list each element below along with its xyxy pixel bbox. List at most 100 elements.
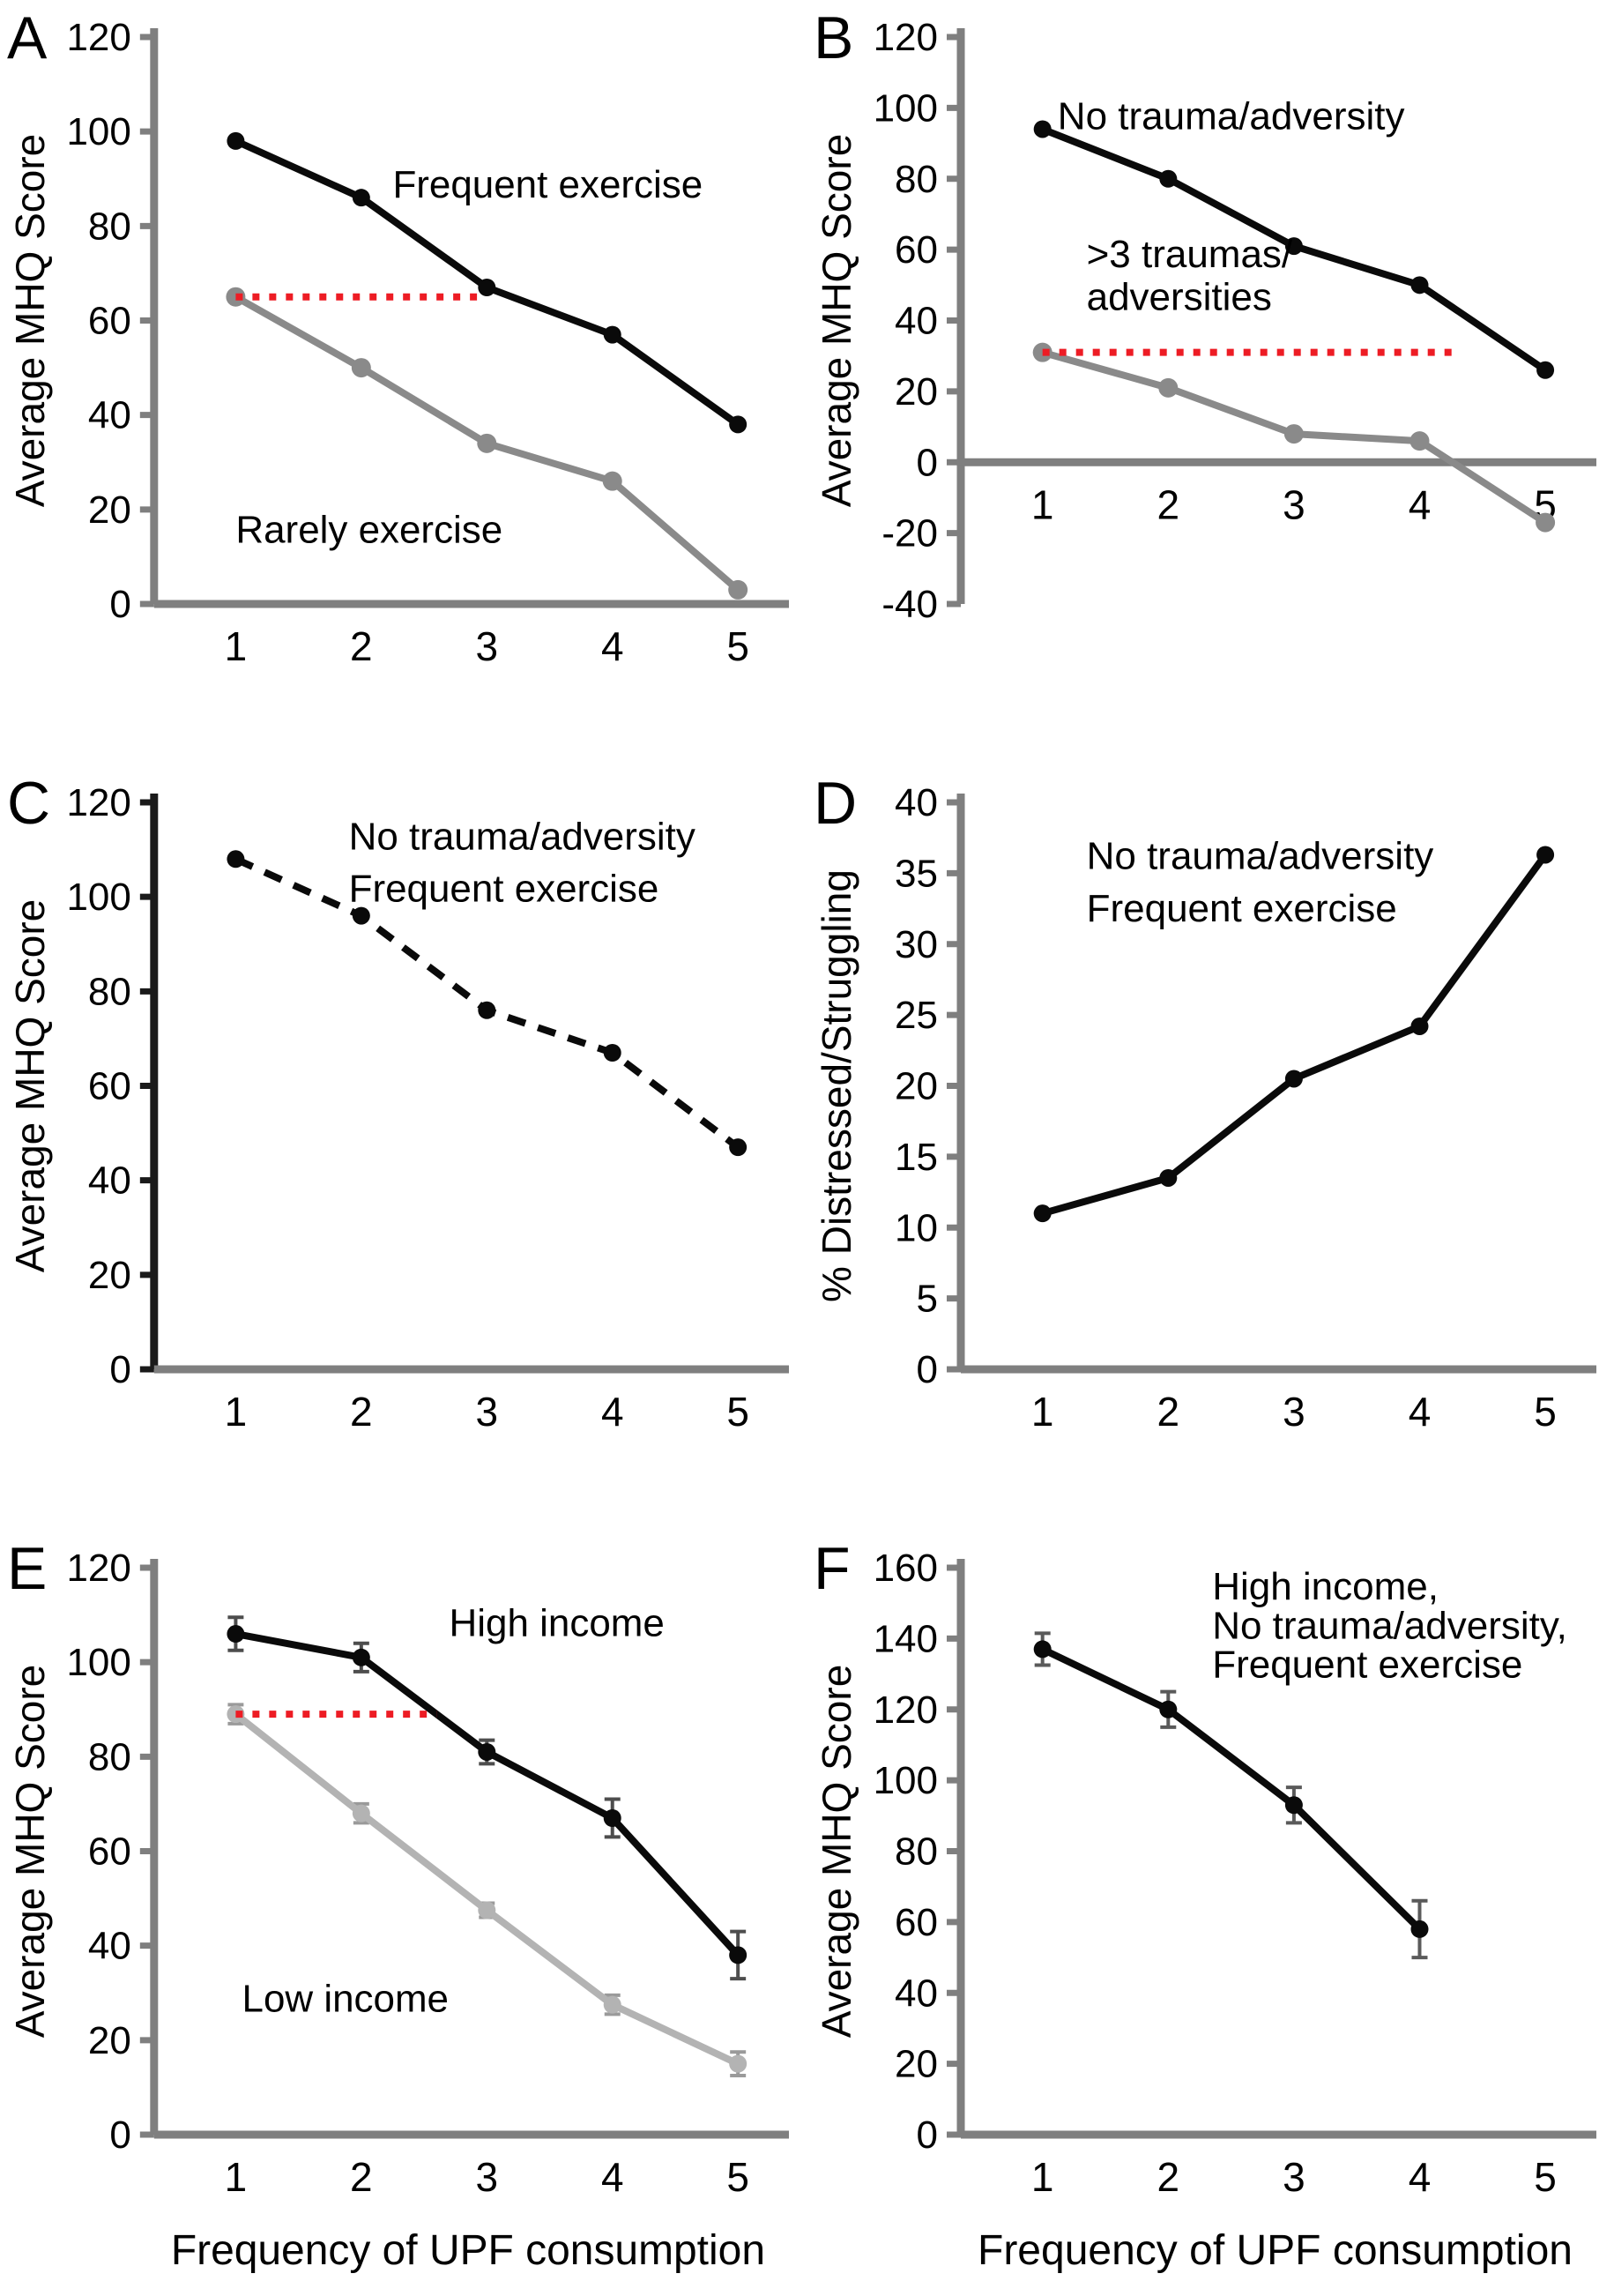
x-tick-label: 4 — [601, 2154, 624, 2200]
y-tick-label: 60 — [895, 228, 938, 272]
y-tick-label: 0 — [917, 2113, 938, 2157]
y-tick-label: 120 — [67, 16, 131, 59]
y-tick-label: 60 — [88, 1830, 131, 1873]
chart-e: E Average MHQ Score 0 20 40 60 80 100 120 1 2 3 4 5 Fr… — [7, 1535, 790, 2274]
x-tick-label: 4 — [1409, 1389, 1432, 1435]
x-axis-title: Frequency of UPF consumption — [978, 2227, 1573, 2274]
y-tick-label: 160 — [874, 1547, 938, 1590]
series-frequent-exercise — [227, 131, 747, 434]
y-tick-label: 10 — [895, 1206, 938, 1249]
data-point-marker — [1033, 1204, 1052, 1223]
y-tick-label: 0 — [917, 441, 938, 484]
x-tick-label: 5 — [726, 623, 749, 669]
x-tick-label: 3 — [1283, 481, 1305, 527]
panel-d: D% Distressed/Struggling 0 5 10 15 20 25 30 35 40… — [807, 765, 1614, 1531]
x-tick-label: 2 — [1157, 2154, 1179, 2200]
data-point-marker — [729, 1946, 747, 1964]
series-annotation-label: No trauma/adversity — [1058, 94, 1405, 138]
panel-letter: F — [814, 1535, 851, 1602]
data-point-marker — [729, 415, 747, 434]
series-line — [1040, 1645, 1423, 1932]
data-point-marker — [602, 471, 622, 491]
series-high-income — [227, 1615, 747, 1981]
y-tick-label: 80 — [88, 205, 131, 248]
data-point-marker — [1032, 342, 1052, 362]
series-annotation-label: High income, — [1212, 1565, 1439, 1608]
chart-f: F Average MHQ Score 0 20 40 60 80 100 120 140 160 1… — [814, 1535, 1596, 2274]
data-point-marker — [729, 2054, 747, 2073]
y-tick-label: 120 — [67, 781, 131, 824]
chart-c: C Average MHQ Score 0 20 40 60 80 100 120 1 2 3 4 5 No… — [7, 770, 790, 1435]
data-point-marker — [1284, 1070, 1303, 1088]
y-tick-label: 40 — [895, 1972, 938, 2015]
y-tick-label: -40 — [881, 583, 938, 626]
data-point-marker — [351, 358, 371, 378]
data-point-marker — [1283, 424, 1304, 444]
x-tick-label: 2 — [350, 1389, 373, 1435]
x-tick-label: 2 — [1157, 1389, 1179, 1435]
data-point-marker — [352, 189, 370, 207]
y-axis-title: Average MHQ Score — [7, 134, 53, 507]
y-axis-title: Average MHQ Score — [7, 899, 53, 1272]
data-point-marker — [603, 1995, 621, 2014]
y-tick-label: 20 — [88, 488, 131, 532]
data-point-marker — [477, 433, 497, 453]
data-point-marker — [1536, 512, 1556, 533]
y-tick-label: 20 — [895, 1065, 938, 1108]
y-tick-label: 20 — [895, 2043, 938, 2086]
x-tick-label: 1 — [225, 2154, 248, 2200]
y-tick-label: 60 — [88, 1064, 131, 1107]
y-tick-label: 100 — [67, 110, 131, 153]
panel-letter: B — [814, 4, 853, 71]
y-tick-label: 120 — [874, 1688, 938, 1732]
data-point-marker — [603, 1808, 621, 1827]
y-tick-label: 100 — [67, 1641, 131, 1684]
y-tick-label: 120 — [874, 16, 938, 59]
data-point-marker — [478, 1901, 496, 1920]
y-tick-label: 100 — [874, 86, 938, 130]
series-annotation-label: Frequent exercise — [1087, 887, 1397, 930]
x-tick-label: 4 — [1409, 481, 1432, 527]
data-point-marker — [1536, 361, 1555, 379]
x-tick-label: 2 — [350, 623, 373, 669]
data-point-marker — [603, 1043, 621, 1062]
panel-letter: E — [7, 1535, 47, 1602]
y-tick-label: 40 — [88, 1159, 131, 1203]
data-point-marker — [603, 325, 621, 344]
y-axis-title: Average MHQ Score — [814, 1665, 859, 2039]
x-tick-label: 3 — [476, 623, 499, 669]
y-axis-title: Average MHQ Score — [7, 1665, 53, 2038]
y-tick-label: 40 — [88, 394, 131, 437]
y-tick-label: 0 — [917, 1348, 938, 1391]
series-no-trauma-adversity — [1033, 120, 1555, 379]
y-tick-label: 0 — [109, 2113, 130, 2157]
series-annotation-label: Rarely exercise — [235, 508, 502, 551]
data-point-marker — [1410, 1017, 1429, 1035]
data-point-marker — [728, 579, 748, 600]
chart-a: A Average MHQ Score 0 20 40 60 80 100 120 1 2 3 4 5 Fr… — [7, 4, 790, 669]
y-tick-label: 100 — [874, 1759, 938, 1802]
x-tick-label: 5 — [726, 1389, 749, 1435]
panel-f: F Average MHQ Score 0 20 40 60 80 100 120 140 160 1… — [807, 1531, 1614, 2296]
y-tick-label: 40 — [895, 300, 938, 343]
data-point-marker — [1284, 237, 1303, 256]
series-high-income-no-trauma-adversity-frequent-exercise — [1033, 1631, 1429, 1960]
data-point-marker — [1158, 377, 1179, 398]
series-annotation-label: Frequent exercise — [1212, 1644, 1522, 1687]
data-point-marker — [1159, 1700, 1178, 1718]
data-point-marker — [1410, 1920, 1429, 1938]
panel-a: A Average MHQ Score 0 20 40 60 80 100 120 1 2 3 4 5 Fr… — [0, 0, 807, 765]
data-point-marker — [1159, 169, 1178, 188]
y-tick-label: 140 — [874, 1617, 938, 1660]
panel-letter: C — [7, 770, 50, 837]
y-tick-label: 40 — [88, 1925, 131, 1968]
y-tick-label: 0 — [109, 1348, 130, 1391]
series-no-trauma-adversity-frequent-exercise — [227, 850, 747, 1157]
data-point-marker — [227, 131, 245, 150]
y-tick-label: 35 — [895, 852, 938, 895]
chart-b: B Average MHQ Score -40 -20 0 20 40 60 80 100 120 1… — [814, 4, 1596, 626]
chart-d: D% Distressed/Struggling0510152025303540… — [814, 770, 1596, 1435]
data-point-marker — [478, 1742, 496, 1761]
panel-c: C Average MHQ Score 0 20 40 60 80 100 120 1 2 3 4 5 No… — [0, 765, 807, 1531]
